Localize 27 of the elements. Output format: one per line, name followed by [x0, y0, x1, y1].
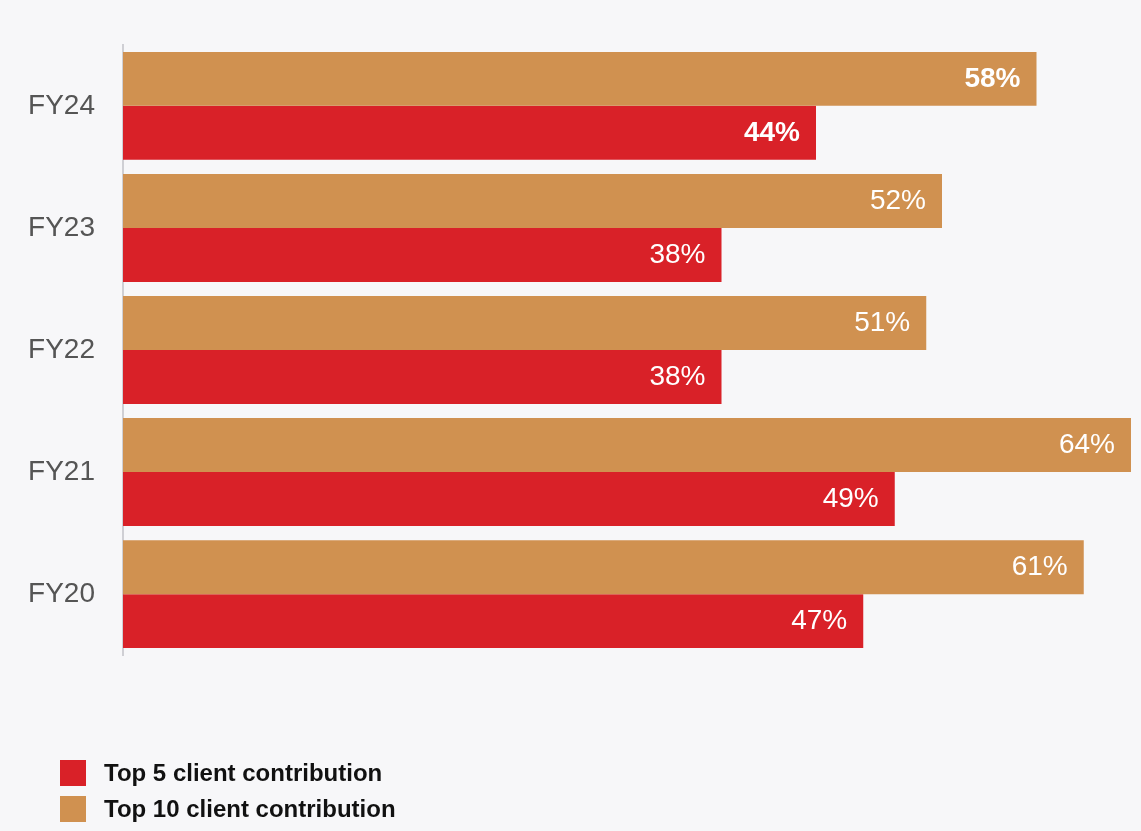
y-tick-label: FY20: [28, 576, 95, 608]
legend-label: Top 10 client contribution: [104, 795, 396, 823]
data-label: 49%: [822, 481, 879, 513]
y-tick-label: FY23: [28, 210, 95, 242]
bar: [123, 472, 895, 527]
y-tick-label: FY24: [28, 88, 95, 120]
y-tick-label: FY21: [28, 454, 95, 486]
y-tick-label: FY22: [28, 332, 95, 364]
data-label: 61%: [1011, 549, 1068, 581]
bar: [123, 173, 942, 228]
data-label: 52%: [869, 183, 926, 215]
bar: [123, 350, 722, 404]
bar: [123, 105, 816, 160]
data-label: 44%: [743, 115, 801, 147]
bar: [123, 51, 1037, 106]
bar: [123, 540, 1084, 595]
legend-label: Top 5 client contribution: [104, 759, 383, 787]
data-label: 47%: [791, 603, 848, 635]
bar: [123, 418, 1131, 473]
bar: [123, 594, 864, 649]
data-label: 51%: [854, 305, 911, 337]
data-label: 58%: [964, 61, 1021, 93]
data-label: 38%: [649, 237, 706, 269]
bar: [123, 227, 722, 282]
data-label: 64%: [1058, 427, 1115, 459]
bar: [123, 296, 927, 350]
data-label: 38%: [649, 359, 706, 391]
